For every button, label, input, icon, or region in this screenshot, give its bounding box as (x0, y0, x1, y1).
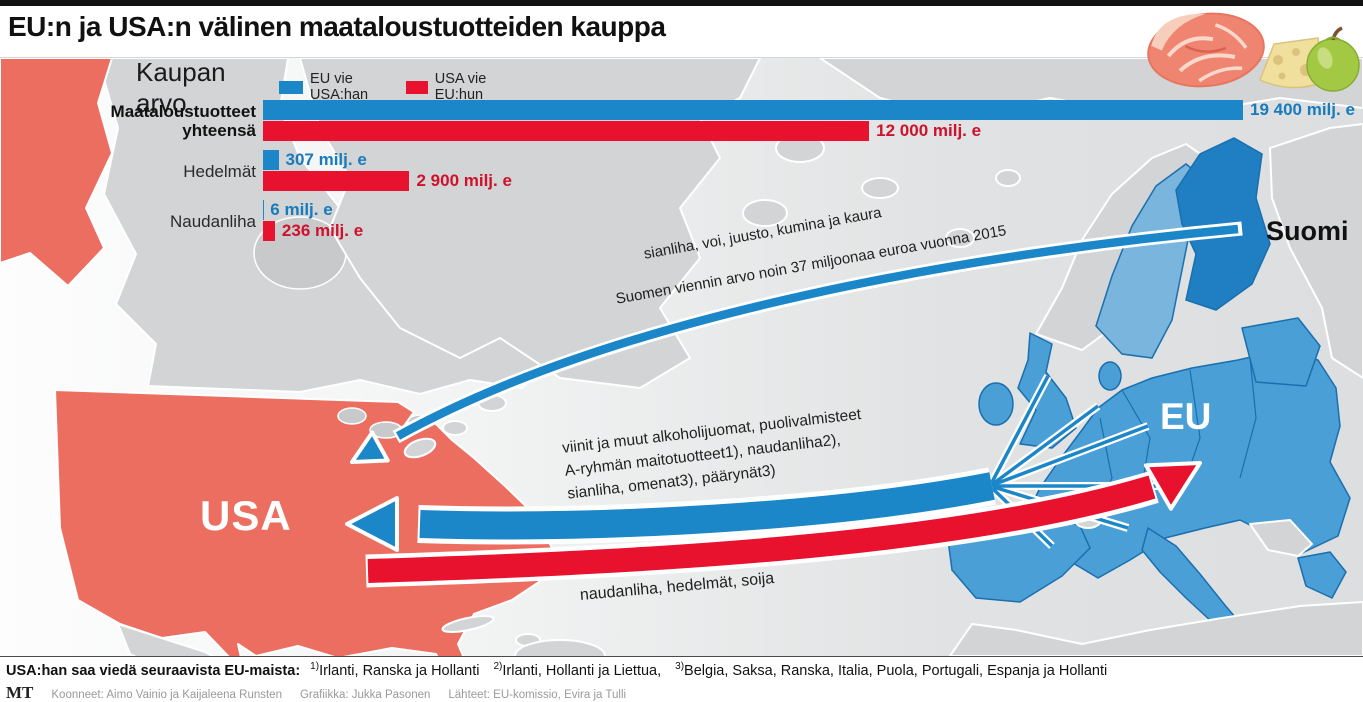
legend-label: USA vie EU:hun (434, 71, 487, 103)
suomi-label: Suomi (1266, 216, 1349, 246)
credit-compilers: Koonneet: Aimo Vainio ja Kaijaleena Runs… (51, 689, 282, 701)
chart-legend: EU vie USA:han USA vie EU:hun (279, 71, 497, 103)
landmass-balkans-africa (949, 511, 1363, 656)
mt-logo: MT (6, 683, 34, 702)
credit-graphics: Grafiikka: Jukka Pasonen (299, 689, 431, 701)
footnote-3: 3)Belgia, Saksa, Ranska, Italia, Puola, … (675, 661, 1108, 679)
legend-label: EU vie USA:han (310, 71, 369, 103)
bar-eu-total (263, 100, 1243, 120)
bar-value: 6 milj. e (270, 200, 333, 219)
footnote-2-sup: 2) (493, 661, 503, 672)
bar-value: 12 000 milj. e (876, 121, 982, 140)
trade-map (0, 57, 1363, 657)
apple-icon (1306, 26, 1360, 92)
bar-eu-fruit (263, 150, 279, 170)
bar-value: 236 milj. e (281, 221, 364, 240)
footnote-1-sup: 1) (310, 661, 320, 672)
footnote-line: USA:han saa viedä seuraavista EU-maista:… (6, 661, 1121, 679)
legend-item-eu-exports: EU vie USA:han (279, 71, 380, 103)
category-label: Naudanliha (169, 211, 256, 231)
footnote-2: 2)Irlanti, Hollanti ja Liettua, (493, 661, 662, 679)
footnote-2-text: Irlanti, Hollanti ja Liettua, (502, 662, 662, 679)
bar-usa-beef (263, 221, 275, 241)
eu-label: EU (1160, 396, 1212, 437)
credits-line: MT Koonneet: Aimo Vainio ja Kaijaleena R… (6, 683, 626, 702)
landmass-mexico-caribbean (117, 394, 606, 656)
bar-value: 19 400 milj. e (1250, 100, 1355, 119)
footnote-intro: USA:han saa viedä seuraavista EU-maista: (6, 662, 301, 679)
bar-value: 307 milj. e (285, 150, 367, 169)
usa-label: USA (200, 492, 292, 539)
flow-arrow-usa-to-eu (365, 461, 1202, 588)
usa-landmass (0, 58, 555, 656)
category-label: Maataloustuotteet yhteensä (110, 102, 256, 140)
food-icons (1147, 12, 1360, 92)
legend-item-usa-exports: USA vie EU:hun (406, 71, 497, 103)
meat-icon (1147, 12, 1265, 88)
bar-usa-fruit (263, 171, 410, 191)
flow-arrow-finland-to-usa (350, 221, 1243, 464)
page-title: EU:n ja USA:n välinen maataloustuotteide… (8, 11, 666, 42)
chart-heading: Kaupan arvo (136, 57, 226, 118)
bar-usa-total (263, 121, 870, 141)
chart-row-fruit: Hedelmät 307 milj. e 2 900 milj. e (6, 150, 1356, 192)
credit-sources: Lähteet: EU-komissio, Evira ja Tulli (448, 689, 627, 701)
chart-rows: Maataloustuotteet yhteensä 19 400 milj. … (6, 100, 1356, 250)
chart-row-total: Maataloustuotteet yhteensä 19 400 milj. … (6, 100, 1356, 142)
legend-swatch-red (406, 80, 428, 94)
footnote-3-text: Belgia, Saksa, Ranska, Italia, Puola, Po… (684, 662, 1108, 679)
footnote-1-text: Irlanti, Ranska ja Hollanti (319, 662, 480, 679)
top-black-bar (0, 0, 1363, 6)
legend-swatch-blue (279, 80, 304, 94)
footnote-1: 1)Irlanti, Ranska ja Hollanti (310, 661, 480, 679)
chart-row-beef: Naudanliha 6 milj. e 236 milj. e (6, 200, 1356, 242)
bar-value: 2 900 milj. e (416, 171, 512, 190)
category-label: Hedelmät (183, 161, 256, 181)
footnote-3-sup: 3) (675, 661, 685, 672)
